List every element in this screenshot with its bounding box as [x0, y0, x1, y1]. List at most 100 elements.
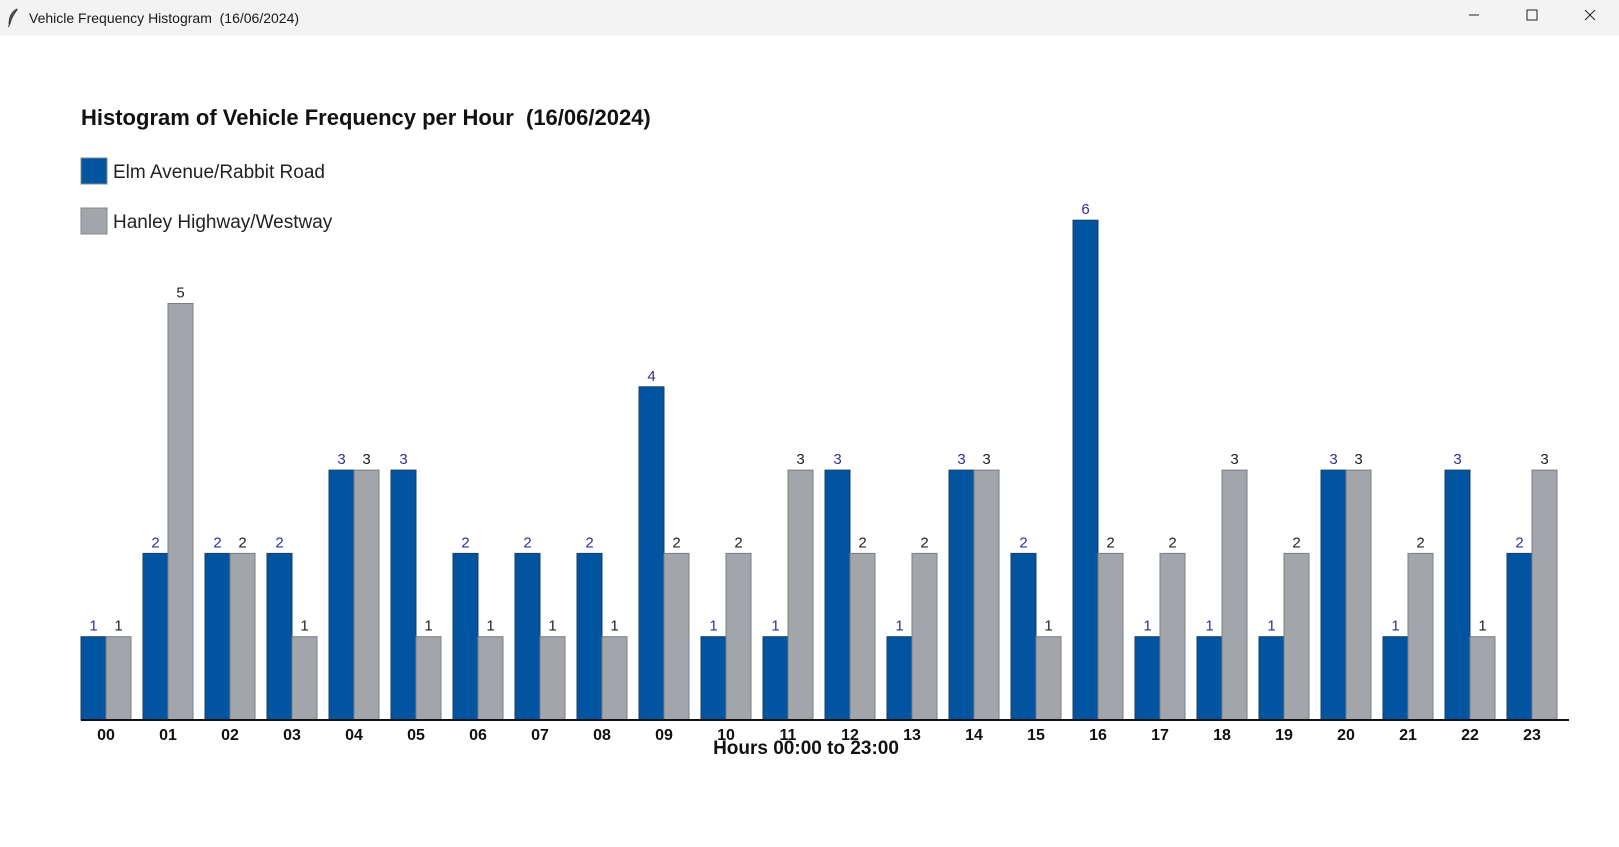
- bar-hanley-highway: [105, 636, 132, 721]
- bar-value-label: 3: [1230, 451, 1238, 468]
- bar-hanley-highway: [353, 469, 380, 721]
- x-tick-label: 14: [965, 727, 983, 744]
- bar-elm-avenue: [1010, 552, 1037, 721]
- bar-value-label: 1: [610, 618, 618, 635]
- bar-hanley-highway: [415, 636, 442, 721]
- bar-value-label: 2: [1106, 534, 1114, 551]
- bar-value-label: 2: [1515, 534, 1523, 551]
- legend: Elm Avenue/Rabbit Road Hanley Highway/Wes…: [80, 157, 333, 235]
- bar-value-label: 2: [1416, 534, 1424, 551]
- bar-elm-avenue: [452, 552, 479, 721]
- bar-elm-avenue: [1134, 636, 1161, 721]
- bar-elm-avenue: [1506, 552, 1533, 721]
- bar-value-label: 2: [151, 534, 159, 551]
- bar-hanley-highway: [1035, 636, 1062, 721]
- bar-value-label: 2: [585, 534, 593, 551]
- close-icon: [1584, 9, 1596, 20]
- maximize-button[interactable]: [1503, 0, 1561, 29]
- bar-value-label: 2: [238, 534, 246, 551]
- x-tick-label: 20: [1337, 727, 1355, 744]
- bar-hanley-highway: [167, 303, 194, 721]
- x-tick-label: 11: [780, 727, 797, 744]
- bar-value-label: 3: [833, 451, 841, 468]
- bar-value-label: 2: [734, 534, 742, 551]
- bar-value-label: 2: [275, 534, 283, 551]
- bar-hanley-highway: [1531, 469, 1558, 721]
- bar-hanley-highway: [911, 552, 938, 721]
- legend-label: Elm Avenue/Rabbit Road: [113, 162, 325, 183]
- bar-elm-avenue: [762, 636, 789, 721]
- x-tick-label: 17: [1151, 727, 1169, 744]
- bar-elm-avenue: [390, 469, 417, 721]
- x-tick-label: 10: [717, 727, 735, 744]
- bar-value-label: 5: [176, 285, 184, 302]
- bar-value-label: 1: [771, 618, 779, 635]
- bar-elm-avenue: [886, 636, 913, 721]
- bar-hanley-highway: [539, 636, 566, 721]
- close-button[interactable]: [1561, 0, 1619, 29]
- bar-value-label: 2: [461, 534, 469, 551]
- x-tick-label: 01: [159, 727, 177, 744]
- bar-hanley-highway: [725, 552, 752, 721]
- x-tick-label: 08: [593, 727, 611, 744]
- bar-hanley-highway: [1221, 469, 1248, 721]
- bar-hanley-highway: [663, 552, 690, 721]
- bar-elm-avenue: [266, 552, 293, 721]
- bar-elm-avenue: [948, 469, 975, 721]
- minimize-icon: [1469, 14, 1479, 15]
- bar-value-label: 3: [1540, 451, 1548, 468]
- x-tick-label: 07: [531, 727, 549, 744]
- bar-value-label: 1: [895, 618, 903, 635]
- bar-hanley-highway: [849, 552, 876, 721]
- bar-value-label: 2: [672, 534, 680, 551]
- legend-swatch: [80, 207, 108, 235]
- bar-value-label: 4: [647, 368, 655, 385]
- histogram-chart: Histogram of Vehicle Frequency per Hour …: [80, 105, 1569, 759]
- bar-elm-avenue: [1320, 469, 1347, 721]
- title-bar: Vehicle Frequency Histogram (16/06/2024): [0, 0, 1619, 35]
- bar-value-label: 6: [1081, 201, 1089, 218]
- chart-title: Histogram of Vehicle Frequency per Hour …: [81, 105, 651, 130]
- bar-hanley-highway: [787, 469, 814, 721]
- x-tick-label: 05: [407, 727, 425, 744]
- bar-elm-avenue: [514, 552, 541, 721]
- bar-value-label: 1: [1044, 618, 1052, 635]
- bar-value-label: 3: [957, 451, 965, 468]
- x-tick-label: 19: [1275, 727, 1293, 744]
- bar-elm-avenue: [1072, 219, 1099, 721]
- bar-value-label: 3: [796, 451, 804, 468]
- bar-hanley-highway: [1097, 552, 1124, 721]
- bar-elm-avenue: [1382, 636, 1409, 721]
- feather-icon: [7, 7, 21, 28]
- bar-elm-avenue: [1258, 636, 1285, 721]
- bar-value-label: 2: [1292, 534, 1300, 551]
- bar-elm-avenue: [142, 552, 169, 721]
- x-tick-label: 00: [97, 727, 115, 744]
- bar-value-label: 1: [114, 618, 122, 635]
- bar-elm-avenue: [700, 636, 727, 721]
- bar-value-label: 3: [362, 451, 370, 468]
- bar-hanley-highway: [973, 469, 1000, 721]
- bar-hanley-highway: [229, 552, 256, 721]
- bar-value-label: 3: [337, 451, 345, 468]
- legend-swatch: [80, 157, 108, 185]
- x-tick-labels: 00 01 02 03 04 05 06 07 08 09 10 11 12 13 14 15 16 17 18 19…: [97, 727, 1541, 744]
- bar-value-label: 1: [300, 618, 308, 635]
- bar-elm-avenue: [204, 552, 231, 721]
- legend-label: Hanley Highway/Westway: [113, 212, 333, 233]
- x-axis-label: Hours 00:00 to 23:00: [713, 738, 899, 759]
- bar-elm-avenue: [638, 386, 665, 721]
- minimize-button[interactable]: [1445, 0, 1503, 29]
- bar-hanley-highway: [1345, 469, 1372, 721]
- bar-elm-avenue: [328, 469, 355, 721]
- x-tick-label: 06: [469, 727, 487, 744]
- bar-value-label: 2: [920, 534, 928, 551]
- bar-value-label: 1: [1391, 618, 1399, 635]
- bar-value-label: 3: [1329, 451, 1337, 468]
- bar-elm-avenue: [824, 469, 851, 721]
- bar-hanley-highway: [1469, 636, 1496, 721]
- bar-value-label: 1: [1205, 618, 1213, 635]
- bar-value-label: 1: [486, 618, 494, 635]
- x-tick-label: 15: [1027, 727, 1045, 744]
